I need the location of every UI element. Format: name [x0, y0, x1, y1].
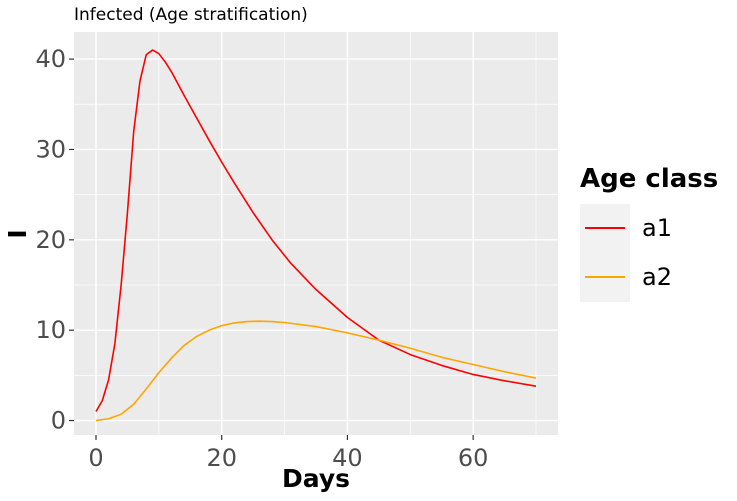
x-axis-title: Days — [282, 464, 350, 493]
x-tick-label: 60 — [458, 444, 489, 472]
x-tick-label: 20 — [206, 444, 237, 472]
y-tick-label: 30 — [35, 135, 66, 163]
series-layer — [95, 49, 537, 422]
chart-title: Infected (Age stratification) — [74, 5, 308, 25]
y-tick-label: 10 — [35, 316, 66, 344]
y-tick-label: 40 — [35, 45, 66, 73]
series-line-a2 — [95, 320, 537, 422]
minor-gridlines — [74, 32, 558, 435]
y-tick-label: 20 — [35, 226, 66, 254]
axis-ticks — [69, 58, 474, 440]
legend-label-a2: a2 — [642, 263, 672, 291]
legend-title: Age class — [580, 164, 718, 194]
tick-labels: 0 20 40 60 0 10 20 30 40 — [35, 45, 488, 472]
major-gridlines — [74, 32, 558, 435]
x-tick-label: 40 — [332, 444, 363, 472]
y-tick-label: 0 — [51, 407, 66, 435]
y-axis-title: I — [3, 229, 32, 238]
series-line-a1 — [95, 49, 537, 412]
legend: Age class a1 a2 — [580, 164, 718, 302]
x-tick-label: 0 — [88, 444, 103, 472]
plot-panel — [74, 32, 558, 435]
legend-key-background — [580, 204, 630, 302]
legend-label-a1: a1 — [642, 214, 672, 242]
